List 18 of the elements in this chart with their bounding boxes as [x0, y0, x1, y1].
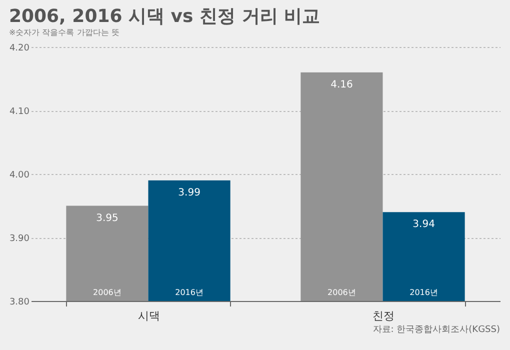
y-tick-label: 4.10	[9, 107, 30, 117]
data-label: 3.99	[178, 187, 200, 198]
y-tick-label: 3.90	[9, 234, 30, 244]
chart-title: 2006, 2016 시댁 vs 친정 거리 비교	[8, 6, 320, 27]
data-label: 3.95	[96, 212, 118, 224]
chart-subtitle: ※숫자가 작을수록 가깝다는 뜻	[8, 28, 120, 37]
text: 자료: 한국종합사회조사(KGSS)	[372, 325, 500, 335]
y-tick-label: 4.00	[9, 170, 30, 180]
series-label: 2016년	[175, 288, 204, 297]
text: 2016년	[410, 288, 438, 297]
text: 2006년	[328, 288, 356, 297]
data-label: 3.94	[412, 219, 435, 230]
series-label: 2006년	[93, 288, 122, 297]
y-tick-label: 3.80	[9, 298, 30, 308]
x-tick-label: 시댁	[138, 310, 160, 322]
x-tick-label: 친정	[372, 310, 394, 322]
data-label: 4.16	[330, 79, 353, 90]
y-tick-label: 4.20	[9, 44, 30, 54]
